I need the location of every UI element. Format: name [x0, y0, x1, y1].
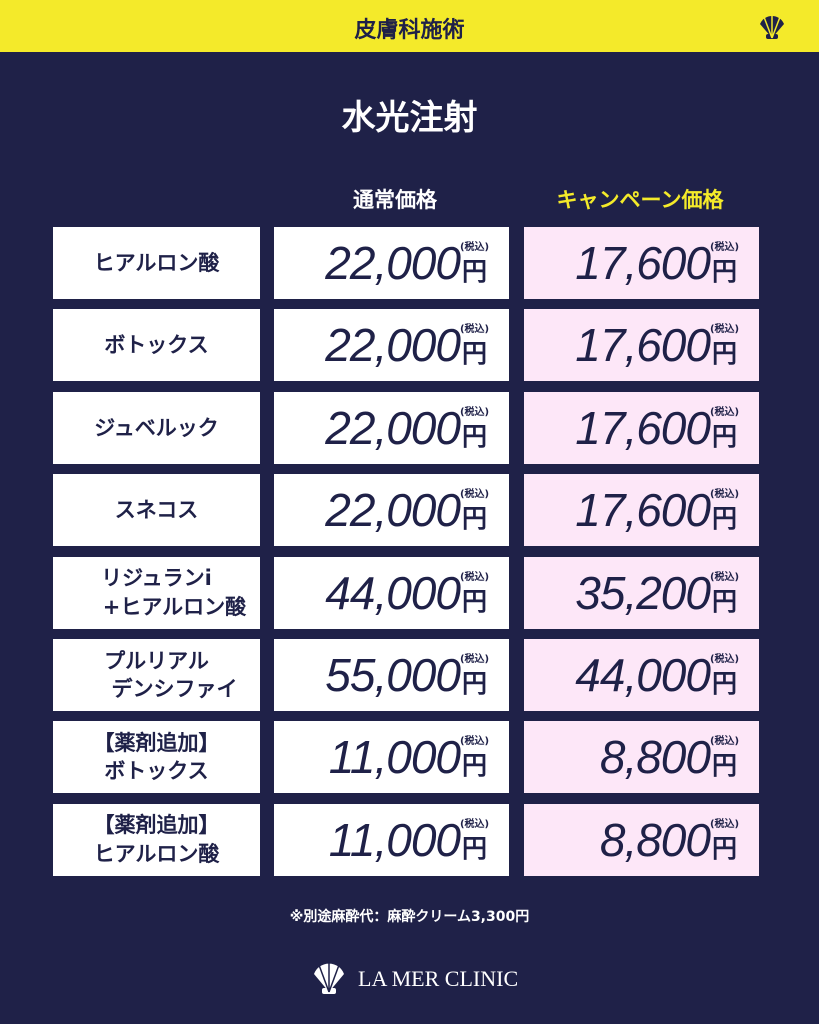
header-bar — [0, 0, 819, 52]
tax-note: (税込) — [709, 654, 740, 665]
price: 55,000 — [325, 649, 461, 701]
price-cell: 8,800 円 (税込) — [524, 803, 759, 876]
price-cell: 17,600 円 (税込) — [524, 227, 759, 299]
tax-note: (税込) — [709, 489, 740, 501]
price-cell: 8,800 円 (税込) — [524, 721, 759, 794]
unit: 円 (税込) — [710, 654, 739, 700]
row-name: ボトックス — [53, 309, 260, 382]
price: 17,600 — [575, 401, 711, 454]
unit: 円 (税込) — [460, 736, 489, 782]
note: ※別途麻酔代：麻酔クリーム3,300円 — [289, 909, 530, 925]
name-line: ヒアルロン酸 — [93, 250, 220, 275]
unit: 円 (税込) — [460, 242, 489, 288]
price: 22,000 — [325, 319, 461, 372]
tax-note: (税込) — [459, 818, 490, 830]
tax-note: (税込) — [709, 818, 740, 830]
unit: 円 (税込) — [710, 819, 739, 865]
name-line: +ヒアルロン酸 — [102, 594, 247, 619]
unit: 円 (税込) — [710, 242, 739, 288]
price: 8,800 — [599, 731, 711, 784]
price-cell: 22,000 円 (税込) — [274, 309, 509, 382]
tax-note: (税込) — [459, 654, 490, 665]
tax-note: (税込) — [709, 406, 740, 418]
price: 17,600 — [575, 237, 711, 289]
price: 22,000 — [325, 237, 461, 289]
price-cell: 22,000 円 (税込) — [274, 391, 509, 464]
price-cell: 35,200 円 (税込) — [524, 556, 759, 629]
price: 17,600 — [575, 319, 711, 372]
tax-note: (税込) — [709, 736, 740, 748]
logo-icon — [314, 962, 344, 994]
unit: 円 (税込) — [710, 324, 739, 370]
price-cell: 55,000 円 (税込) — [274, 639, 509, 711]
tax-note: (税込) — [709, 571, 740, 583]
row-name: 【薬剤追加】 ヒアルロン酸 — [53, 803, 260, 876]
name-line: デンシファイ — [111, 677, 238, 701]
price: 11,000 — [328, 813, 461, 866]
unit: 円 (税込) — [460, 324, 489, 370]
row-name: スネコス — [53, 474, 260, 547]
name-line: ボトックス — [104, 759, 209, 784]
price-cell: 11,000 円 (税込) — [274, 803, 509, 876]
price-cell: 17,600 円 (税込) — [524, 309, 759, 382]
header-title: 皮膚科施術 — [354, 18, 465, 43]
row-name: ジュベルック — [53, 391, 260, 464]
price-cell: 44,000 円 (税込) — [274, 556, 509, 629]
logo-icon — [760, 14, 784, 39]
name-line: 【薬剤追加】 — [93, 813, 220, 838]
brand: LA MER CLINIC — [358, 966, 519, 991]
price: 22,000 — [325, 484, 461, 537]
tax-note: (税込) — [459, 324, 490, 336]
tax-note: (税込) — [709, 324, 740, 336]
tax-note: (税込) — [459, 406, 490, 418]
tax-note: (税込) — [459, 242, 490, 253]
row-name: プルリアルデンシファイ — [53, 639, 260, 711]
price: 44,000 — [575, 649, 711, 701]
unit: 円 (税込) — [460, 819, 489, 865]
price-cell: 22,000 円 (税込) — [274, 227, 509, 299]
price-cell: 17,600 円 (税込) — [524, 474, 759, 547]
price: 44,000 — [325, 566, 461, 619]
row-name: ヒアルロン酸 — [53, 227, 260, 299]
price-cell: 22,000 円 (税込) — [274, 474, 509, 547]
price: 35,200 — [575, 566, 711, 619]
tax-note: (税込) — [459, 571, 490, 583]
price-cell: 11,000 円 (税込) — [274, 721, 509, 794]
price-cell: 17,600 円 (税込) — [524, 391, 759, 464]
tax-note: (税込) — [459, 736, 490, 748]
tax-note: (税込) — [459, 489, 490, 501]
name-line: リジュランi — [101, 566, 212, 591]
tax-note: (税込) — [709, 242, 740, 253]
name-line: スネコス — [114, 498, 199, 523]
name-line: ヒアルロン酸 — [93, 841, 220, 866]
unit: 円 (税込) — [460, 489, 489, 535]
unit: 円 (税込) — [710, 736, 739, 782]
name-line: 【薬剤追加】 — [93, 731, 220, 756]
page-title: 水光注射 — [341, 98, 478, 138]
unit: 円 (税込) — [460, 407, 489, 453]
price: 22,000 — [325, 401, 461, 454]
price: 17,600 — [575, 484, 711, 537]
row-name: 【薬剤追加】 ボトックス — [53, 721, 260, 794]
price-cell: 44,000 円 (税込) — [524, 639, 759, 711]
column-header: キャンペーン価格 — [556, 188, 724, 212]
column-header: 通常価格 — [353, 188, 437, 212]
price: 8,800 — [599, 813, 711, 866]
unit: 円 (税込) — [710, 489, 739, 535]
price: 11,000 — [328, 731, 461, 784]
unit: 円 (税込) — [710, 572, 739, 618]
unit: 円 (税込) — [710, 407, 739, 453]
name-line: ボトックス — [104, 333, 209, 358]
row-name: リジュランi +ヒアルロン酸 — [53, 556, 260, 629]
unit: 円 (税込) — [460, 654, 489, 700]
name-line: ジュベルック — [94, 415, 219, 440]
unit: 円 (税込) — [460, 572, 489, 618]
name-line: プルリアル — [104, 648, 209, 673]
